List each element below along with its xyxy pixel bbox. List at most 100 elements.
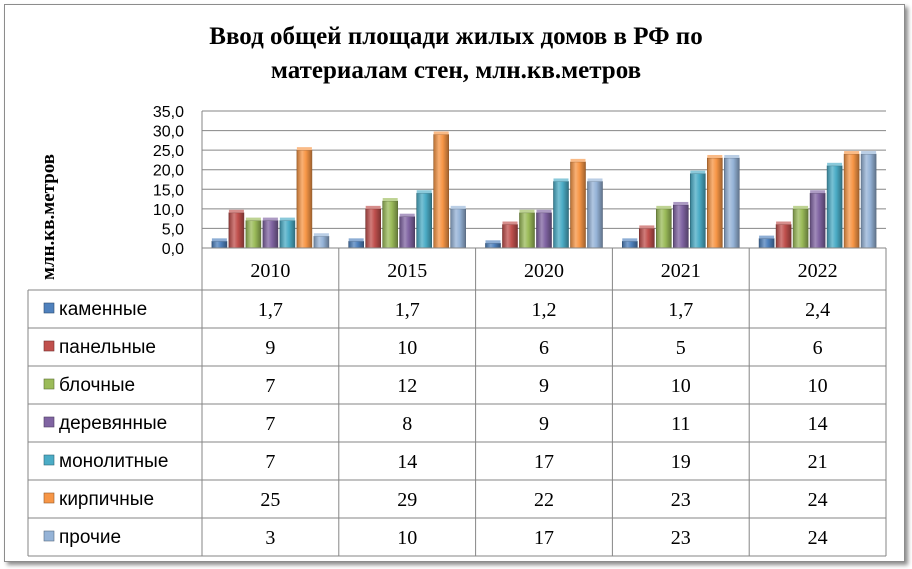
bar bbox=[433, 134, 450, 249]
bar-top bbox=[296, 147, 312, 151]
data-label: 22 bbox=[534, 489, 554, 511]
y-tick-label: 0,0 bbox=[162, 241, 184, 258]
chart-frame bbox=[4, 4, 905, 562]
bar-top bbox=[656, 205, 672, 209]
data-label: 21 bbox=[808, 451, 828, 473]
bar-top bbox=[502, 221, 518, 225]
data-label: 9 bbox=[539, 413, 549, 435]
bar bbox=[348, 241, 365, 249]
bar bbox=[570, 161, 586, 249]
x-tick-label: 2021 bbox=[661, 260, 701, 282]
bar bbox=[621, 241, 638, 249]
data-label: 7 bbox=[265, 375, 275, 397]
chart-title: Ввод общей площади жилых домов в РФ по м… bbox=[0, 20, 912, 88]
bar-top bbox=[279, 217, 295, 221]
bar-top bbox=[810, 190, 826, 194]
bar bbox=[553, 181, 569, 249]
bar-top bbox=[776, 221, 792, 225]
bar bbox=[689, 173, 706, 249]
legend-label: каменные bbox=[59, 299, 147, 320]
bar-top bbox=[519, 209, 535, 213]
y-tick-label: 30,0 bbox=[153, 124, 184, 141]
bar bbox=[502, 224, 518, 249]
data-label: 23 bbox=[671, 489, 691, 511]
data-label: 3 bbox=[265, 527, 275, 549]
data-label: 14 bbox=[808, 413, 828, 435]
data-label: 6 bbox=[539, 337, 549, 359]
bar-top bbox=[861, 151, 877, 155]
bar bbox=[775, 224, 792, 249]
bar bbox=[450, 208, 467, 249]
bar-top bbox=[536, 209, 552, 213]
data-label: 12 bbox=[397, 375, 417, 397]
y-tick-label: 10,0 bbox=[153, 202, 184, 219]
y-tick-label: 25,0 bbox=[153, 143, 184, 160]
x-tick-label: 2010 bbox=[250, 260, 290, 282]
bar-top bbox=[245, 217, 261, 221]
bar-top bbox=[690, 170, 706, 174]
data-label: 29 bbox=[397, 489, 417, 511]
data-label: 10 bbox=[397, 337, 417, 359]
data-label: 6 bbox=[813, 337, 823, 359]
bar-top bbox=[622, 238, 638, 242]
x-tick-label: 2020 bbox=[524, 260, 564, 282]
legend-swatch bbox=[43, 416, 55, 428]
data-label: 7 bbox=[265, 451, 275, 473]
bar bbox=[485, 243, 501, 249]
data-label: 11 bbox=[671, 413, 690, 435]
bar bbox=[228, 212, 245, 249]
legend-label: прочие bbox=[59, 527, 121, 548]
bar bbox=[860, 153, 877, 249]
legend-label: кирпичные bbox=[59, 489, 154, 510]
y-tick-label: 35,0 bbox=[153, 104, 184, 121]
data-label: 14 bbox=[397, 451, 417, 473]
bar-top bbox=[724, 154, 740, 158]
bar-top bbox=[211, 238, 227, 242]
bar-top bbox=[639, 225, 655, 229]
legend-swatch bbox=[43, 454, 55, 466]
bar bbox=[399, 216, 416, 249]
data-label: 10 bbox=[397, 527, 417, 549]
bar-top bbox=[673, 201, 689, 205]
data-label: 7 bbox=[265, 413, 275, 435]
bar bbox=[672, 204, 689, 249]
y-tick-label: 20,0 bbox=[153, 163, 184, 180]
bar bbox=[723, 157, 740, 249]
bar bbox=[382, 200, 399, 249]
bar-top bbox=[433, 131, 449, 135]
bar bbox=[211, 241, 228, 249]
bar-top bbox=[348, 238, 364, 242]
legend-swatch bbox=[43, 378, 55, 390]
bar-top bbox=[553, 178, 569, 182]
data-label: 10 bbox=[671, 375, 691, 397]
bar bbox=[519, 212, 535, 249]
bar bbox=[843, 153, 860, 249]
bar bbox=[416, 192, 433, 249]
bar-top bbox=[382, 198, 398, 202]
bar-top bbox=[228, 209, 244, 213]
bar-top bbox=[844, 151, 860, 155]
data-label: 24 bbox=[808, 527, 828, 549]
legend-swatch bbox=[43, 530, 55, 542]
bar bbox=[245, 220, 262, 249]
data-label: 9 bbox=[539, 375, 549, 397]
data-label: 17 bbox=[534, 527, 554, 549]
chart-title-line-2: материалам стен, млн.кв.метров bbox=[270, 57, 642, 84]
legend-label: монолитные bbox=[59, 451, 168, 472]
data-label: 1,7 bbox=[258, 299, 283, 321]
bar bbox=[365, 208, 382, 249]
data-label: 10 bbox=[808, 375, 828, 397]
x-tick-label: 2022 bbox=[798, 260, 838, 282]
bar-top bbox=[313, 233, 329, 237]
bar bbox=[809, 192, 826, 249]
bar-top bbox=[759, 235, 775, 239]
bar bbox=[655, 208, 672, 249]
bar bbox=[758, 238, 775, 249]
bar bbox=[638, 228, 655, 249]
bar bbox=[587, 181, 603, 249]
bar bbox=[262, 220, 279, 249]
legend-swatch bbox=[43, 340, 55, 352]
data-label: 9 bbox=[265, 337, 275, 359]
data-label: 23 bbox=[671, 527, 691, 549]
